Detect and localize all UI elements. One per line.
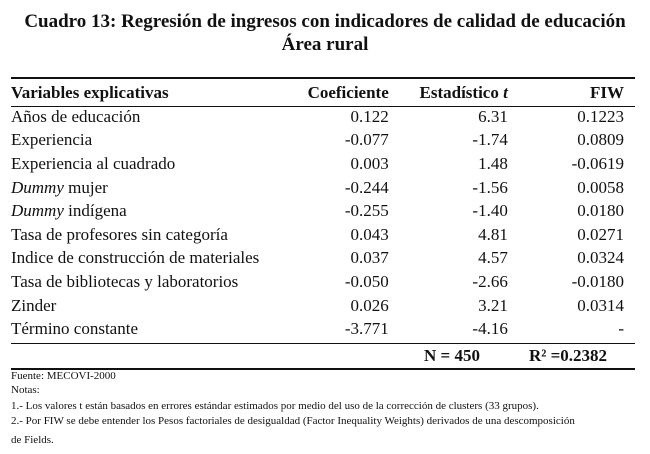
note-2: 2.- Por FIW se debe entender los Pesos f… xyxy=(11,415,575,427)
coeficiente-cell: -0.244 xyxy=(344,177,389,197)
table-subtitle: Área rural xyxy=(281,34,369,55)
coeficiente-cell: 0.037 xyxy=(350,248,389,268)
estadistico-cell: 6.31 xyxy=(478,106,508,126)
table-row: Zinder 0.026 3.21 0.0314 xyxy=(11,294,635,318)
variable-cell: Tasa de profesores sin categoría xyxy=(11,224,228,244)
header-variables: Variables explicativas xyxy=(11,83,169,102)
header-row: Variables explicativas Coeficiente Estad… xyxy=(11,81,635,105)
variable-label: mujer xyxy=(63,177,108,197)
fiw-cell: - xyxy=(618,319,624,339)
variable-cell: Zinder xyxy=(11,295,57,315)
coeficiente-cell: -0.255 xyxy=(344,201,389,221)
fiw-cell: -0.0619 xyxy=(571,153,624,173)
header-fiw: FIW xyxy=(590,83,624,102)
estadistico-cell: 3.21 xyxy=(478,295,508,315)
note-2-continued: de Fields. xyxy=(11,434,54,446)
table-row: Dummy indígena -0.255 -1.40 0.0180 xyxy=(11,199,635,223)
r-squared: R² =0.2382 xyxy=(529,346,608,365)
variable-cell: Dummy indígena xyxy=(11,201,127,221)
variable-label: indígena xyxy=(63,201,127,221)
regression-table: Variables explicativas Coeficiente Estad… xyxy=(11,81,635,341)
table-row: Dummy mujer -0.244 -1.56 0.0058 xyxy=(11,176,635,200)
variable-cell: Tasa de bibliotecas y laboratorios xyxy=(11,271,239,291)
fiw-cell: 0.0324 xyxy=(577,248,624,268)
table-row: Experiencia -0.077 -1.74 0.0809 xyxy=(11,129,635,153)
variable-cell: Indice de construcción de materiales xyxy=(11,248,260,268)
fiw-cell: 0.1223 xyxy=(577,106,624,126)
estadistico-cell: 4.81 xyxy=(478,224,508,244)
table-row: Término constante -3.771 -4.16 - xyxy=(11,317,635,341)
bottom-rule xyxy=(11,368,635,370)
coeficiente-cell: -3.771 xyxy=(344,319,389,339)
table-row: Años de educación 0.122 6.31 0.1223 xyxy=(11,105,635,129)
table-row: Experiencia al cuadrado 0.003 1.48 -0.0619 xyxy=(11,152,635,176)
estadistico-cell: -1.56 xyxy=(472,177,508,197)
header-estadistico: Estadístico t xyxy=(419,83,508,102)
fiw-cell: 0.0058 xyxy=(577,177,624,197)
variable-cell: Experiencia xyxy=(11,130,93,150)
estadistico-cell: -1.40 xyxy=(472,201,508,221)
fiw-cell: -0.0180 xyxy=(571,271,624,291)
header-coeficiente: Coeficiente xyxy=(307,83,389,102)
estadistico-cell: -2.66 xyxy=(472,271,508,291)
variable-cell: Dummy mujer xyxy=(11,177,108,197)
coeficiente-cell: -0.077 xyxy=(344,130,389,150)
estadistico-cell: -1.74 xyxy=(472,130,508,150)
variable-cell: Término constante xyxy=(11,319,138,339)
body-end-rule xyxy=(11,343,635,344)
estadistico-cell: 4.57 xyxy=(478,248,508,268)
coeficiente-cell: 0.043 xyxy=(350,224,389,244)
fiw-cell: 0.0809 xyxy=(577,130,624,150)
fiw-cell: 0.0314 xyxy=(577,295,624,315)
source-note: Fuente: MECOVI-2000 xyxy=(11,370,116,382)
fiw-cell: 0.0271 xyxy=(577,224,624,244)
coeficiente-cell: -0.050 xyxy=(344,271,389,291)
top-rule xyxy=(11,77,635,79)
estadistico-cell: -4.16 xyxy=(472,319,508,339)
table-row: Indice de construcción de materiales 0.03… xyxy=(11,247,635,271)
coeficiente-cell: 0.122 xyxy=(350,106,389,126)
note-1: 1.- Los valores t están basados en error… xyxy=(11,400,539,412)
table-title: Cuadro 13: Regresión de ingresos con ind… xyxy=(24,11,626,32)
table-row: Tasa de profesores sin categoría 0.043 4.8… xyxy=(11,223,635,247)
variable-cell: Experiencia al cuadrado xyxy=(11,153,176,173)
variable-cell: Años de educación xyxy=(11,106,141,126)
estadistico-cell: 1.48 xyxy=(478,153,508,173)
notes-label: Notas: xyxy=(11,384,40,396)
header-rule xyxy=(11,106,635,107)
sample-size: N = 450 xyxy=(424,346,480,365)
fiw-cell: 0.0180 xyxy=(577,201,624,221)
coeficiente-cell: 0.003 xyxy=(350,153,389,173)
coeficiente-cell: 0.026 xyxy=(350,295,389,315)
table-row: Tasa de bibliotecas y laboratorios -0.050… xyxy=(11,270,635,294)
